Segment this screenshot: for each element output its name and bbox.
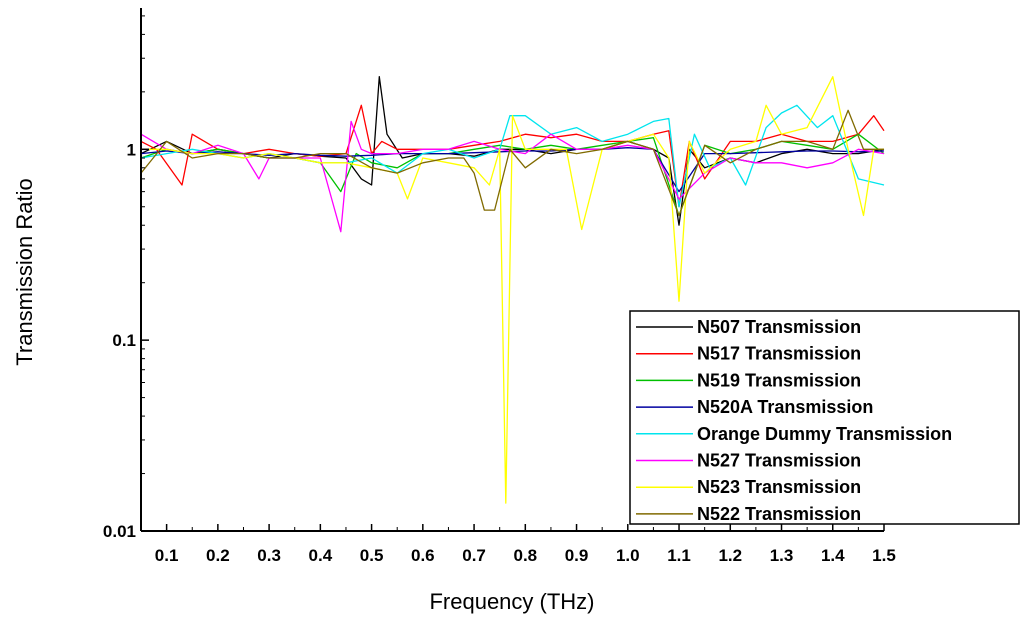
x-tick-label: 0.1 xyxy=(155,546,179,565)
legend-label-8: N522 Transmission xyxy=(697,504,861,524)
x-tick-label: 0.3 xyxy=(257,546,281,565)
x-tick-label: 1.2 xyxy=(718,546,742,565)
legend-label-7: N523 Transmission xyxy=(697,477,861,497)
series-line-6 xyxy=(140,120,885,233)
series-line-7 xyxy=(141,76,884,504)
x-tick-label: 1.4 xyxy=(821,546,845,565)
y-axis-ticks: 0.01 0.1 1 xyxy=(103,15,149,541)
legend: N507 Transmission N517 Transmission N519 T… xyxy=(629,310,1020,525)
legend-box xyxy=(629,310,1020,525)
x-tick-label: 0.5 xyxy=(360,546,384,565)
legend-label-6: N527 Transmission xyxy=(697,451,861,471)
x-axis-ticks: 0.1 0.2 0.3 0.4 0.5 0.6 0.7 0.8 0.9 1.0 1.1 1.2 1.3 1… xyxy=(155,524,896,565)
legend-label-3: N519 Transmission xyxy=(697,370,861,390)
legend-label-5: Orange Dummy Transmission xyxy=(697,424,952,444)
x-tick-label: 1.5 xyxy=(872,546,896,565)
legend-label-4: N520A Transmission xyxy=(697,397,873,417)
x-tick-label: 0.2 xyxy=(206,546,230,565)
x-tick-label: 0.9 xyxy=(565,546,589,565)
y-tick-label: 0.01 xyxy=(103,522,136,541)
x-tick-label: 1.3 xyxy=(770,546,794,565)
x-tick-label: 0.8 xyxy=(513,546,537,565)
series-lines xyxy=(140,76,885,504)
legend-label-2: N517 Transmission xyxy=(697,344,861,364)
x-tick-label: 0.4 xyxy=(309,546,333,565)
y-tick-label: 0.1 xyxy=(112,331,136,350)
x-tick-label: 1.0 xyxy=(616,546,640,565)
y-axis-title: Transmission Ratio xyxy=(12,178,37,365)
x-tick-label: 1.1 xyxy=(667,546,691,565)
series-line-8 xyxy=(140,109,884,217)
legend-label-1: N507 Transmission xyxy=(697,317,861,337)
x-axis-title: Frequency (THz) xyxy=(429,589,594,614)
y-tick-label: 1 xyxy=(127,140,136,159)
x-tick-label: 0.6 xyxy=(411,546,435,565)
series-line-4 xyxy=(140,147,885,193)
x-tick-label: 0.7 xyxy=(462,546,486,565)
